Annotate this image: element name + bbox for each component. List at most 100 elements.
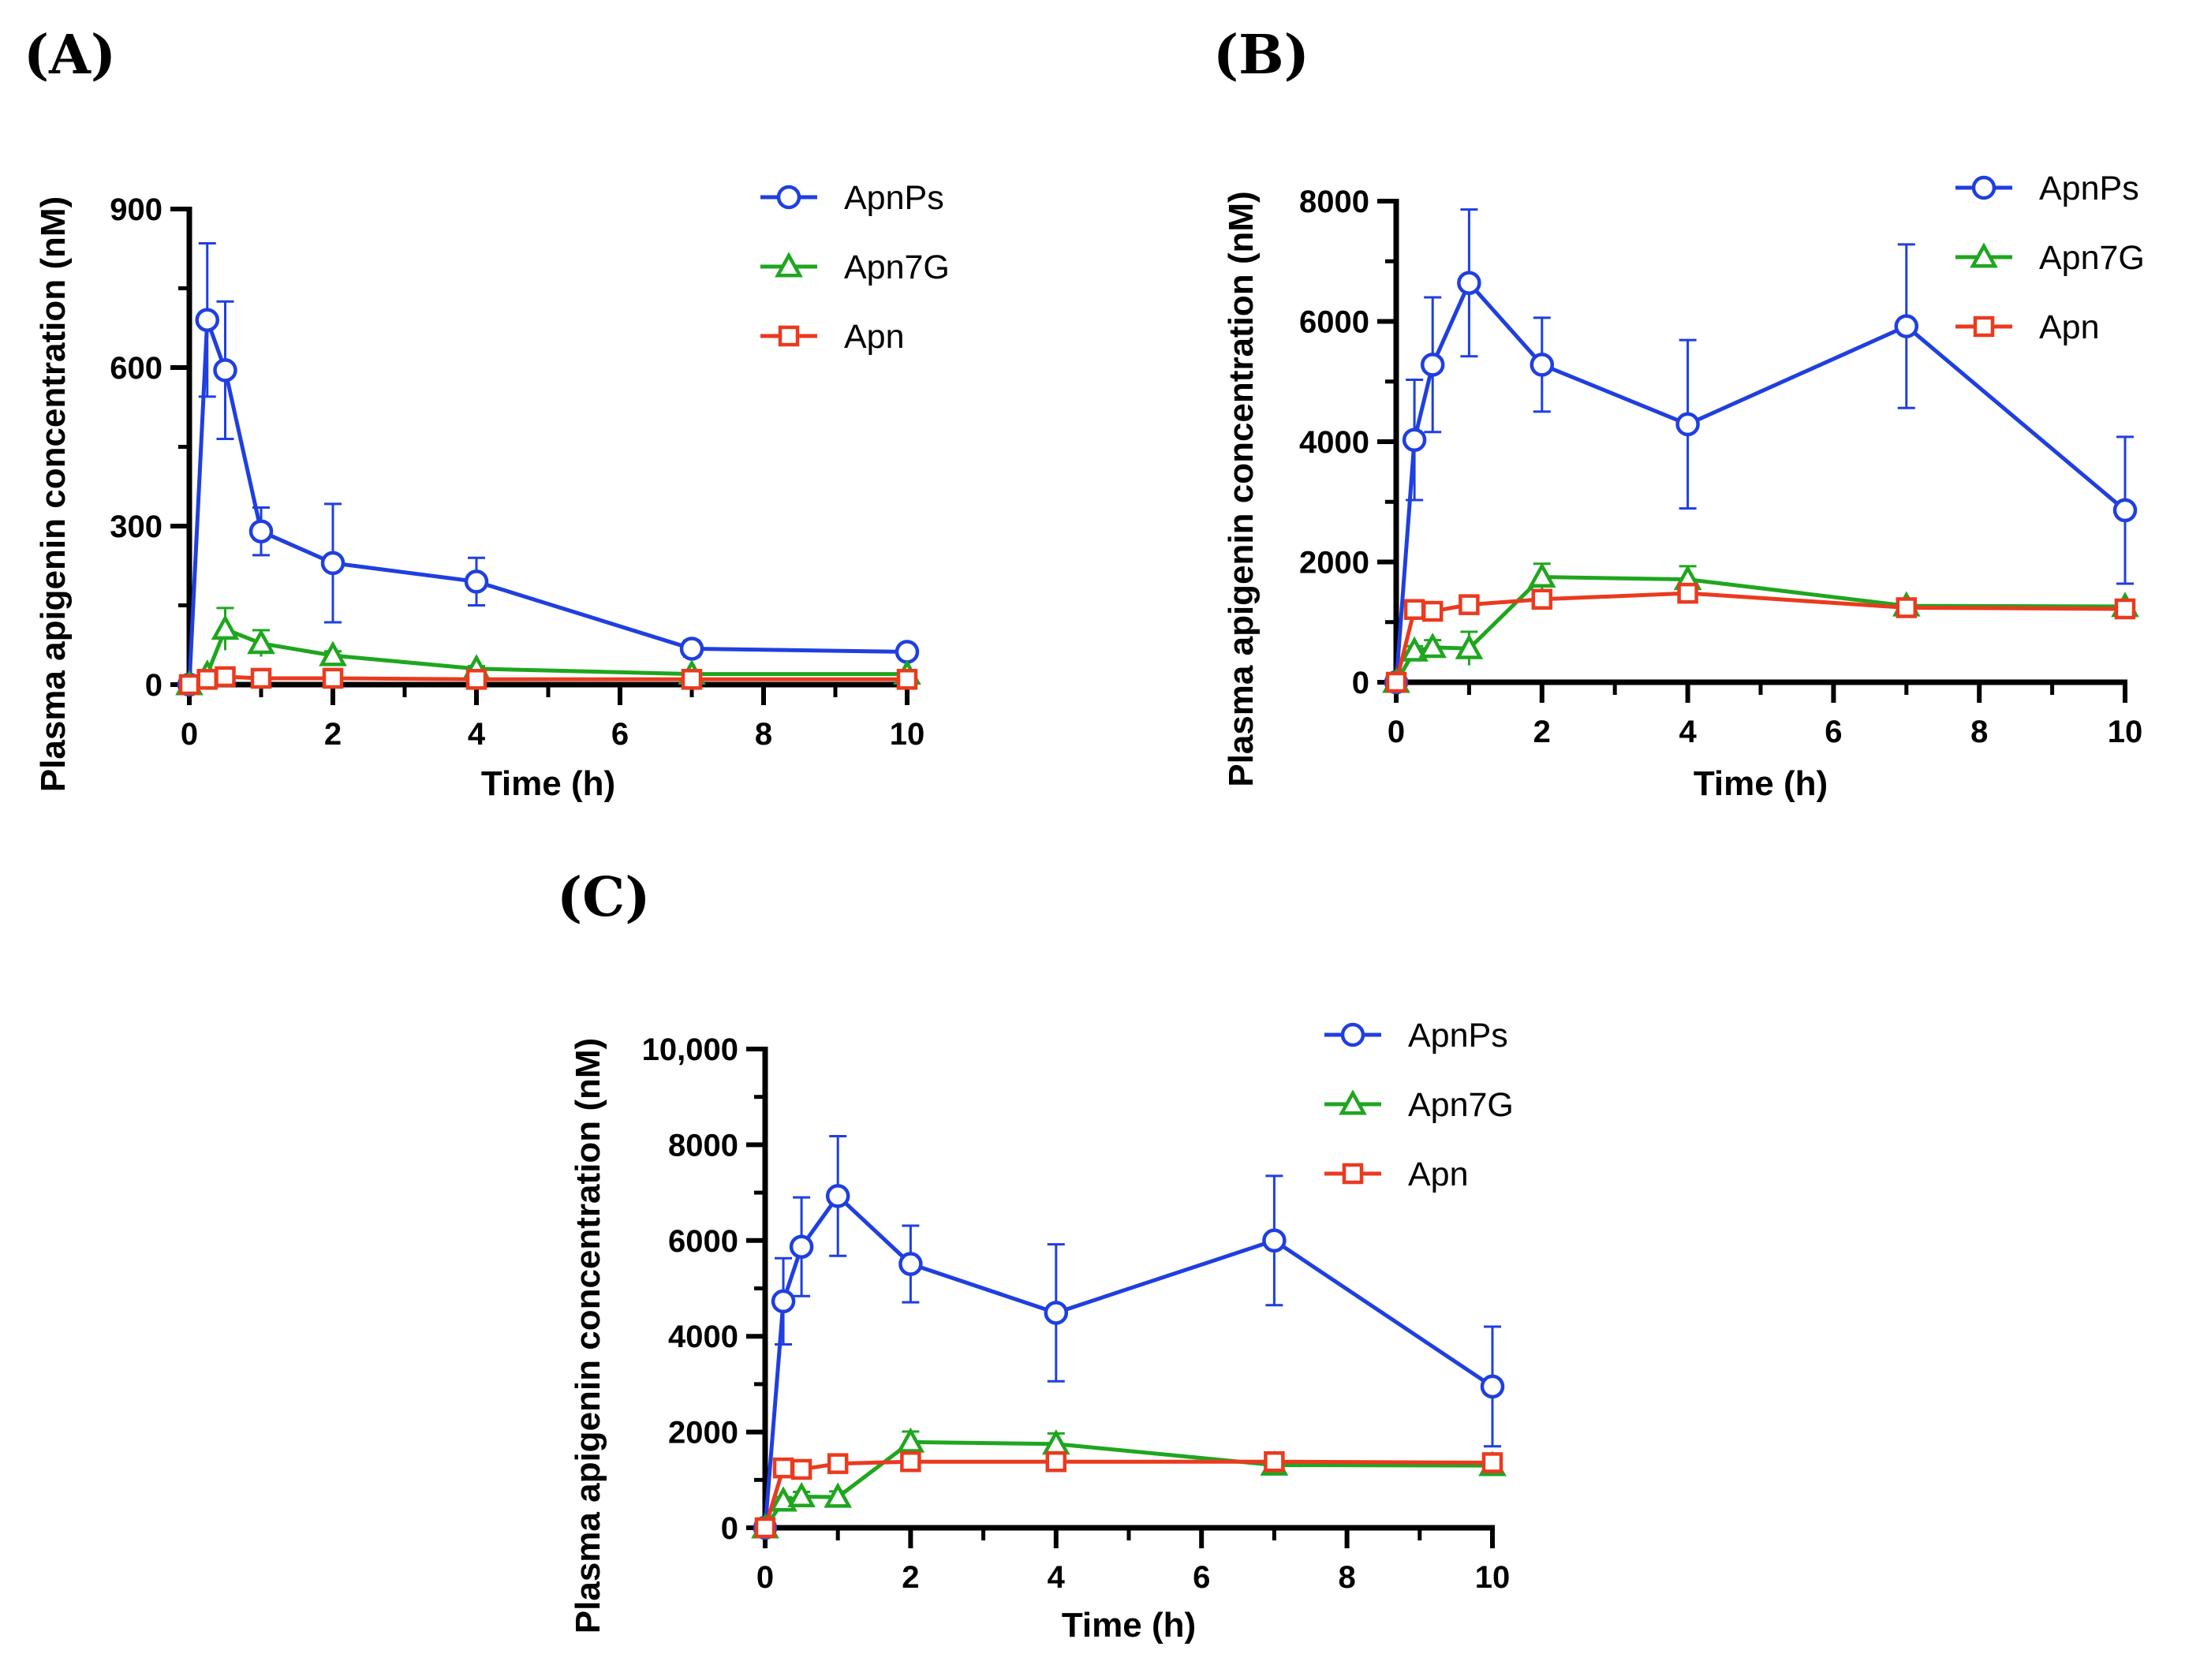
legend-item-apnps: ApnPs xyxy=(1955,170,2139,207)
data-point xyxy=(1455,633,1484,659)
series-line xyxy=(1394,591,2126,683)
data-point xyxy=(754,1517,776,1539)
legend-swatch-marker xyxy=(1342,1163,1364,1185)
y-axis-title: Plasma apigenin concentration (nM) xyxy=(569,1038,607,1633)
y-tick-label: 2000 xyxy=(1299,546,1369,581)
data-point xyxy=(1044,1301,1069,1325)
legend-label: ApnPs xyxy=(1408,1017,1508,1055)
panel-label-a: (A) xyxy=(24,24,117,87)
data-point xyxy=(898,1252,923,1276)
legend-swatch-marker xyxy=(1340,1022,1365,1047)
y-tick-label: 8000 xyxy=(1299,185,1369,219)
legend-item-apnps: ApnPs xyxy=(760,179,944,217)
series-line xyxy=(188,627,907,687)
legend-swatch-marker xyxy=(1971,175,1996,200)
legend-swatch-marker xyxy=(776,185,801,210)
x-tick-label: 2 xyxy=(1533,715,1551,749)
y-axis-title: Plasma apigenin concentration (nM) xyxy=(1222,191,1261,786)
series-line xyxy=(1394,281,2127,683)
x-tick-label: 8 xyxy=(755,717,772,752)
data-point xyxy=(895,640,920,664)
data-point xyxy=(1403,599,1425,620)
data-point xyxy=(465,669,487,690)
data-point xyxy=(1262,1228,1287,1253)
legend-label: Apn xyxy=(2039,308,2100,346)
x-tick-label: 10 xyxy=(1475,1560,1511,1595)
legend-label: Apn xyxy=(1408,1155,1469,1193)
data-point xyxy=(681,669,703,690)
chart-b: 0 2000 4000 6000 8000 0 2 4 6 8 10 Time (h) Plasma a… xyxy=(1222,170,2145,803)
legend-item-apn7g: Apn7G xyxy=(1324,1086,1514,1124)
series-apn xyxy=(178,666,918,696)
legend-item-apn: Apn xyxy=(760,318,905,356)
data-point xyxy=(1420,353,1445,377)
y-tick-label: 4000 xyxy=(668,1320,738,1354)
y-tick-label: 900 xyxy=(110,192,162,227)
data-point xyxy=(1459,594,1480,615)
x-tick-label: 6 xyxy=(1825,715,1842,749)
data-point xyxy=(1531,588,1553,610)
data-point xyxy=(1045,1450,1067,1473)
legend-label: Apn7G xyxy=(1408,1086,1514,1124)
series-apnps xyxy=(753,1134,1505,1540)
y-tick-label: 0 xyxy=(721,1511,738,1546)
x-tick-label: 4 xyxy=(1679,715,1697,749)
data-point xyxy=(1480,1374,1505,1399)
legend-label: Apn xyxy=(844,318,905,356)
y-tick-label: 300 xyxy=(110,510,162,544)
data-point xyxy=(322,667,344,689)
series-apn7g xyxy=(1382,562,2139,693)
y-tick-label: 4000 xyxy=(1299,425,1369,460)
data-point xyxy=(1481,1452,1503,1473)
data-point xyxy=(2112,498,2138,523)
legend-swatch-marker xyxy=(1970,242,1998,268)
x-axis-title: Time (h) xyxy=(1062,1606,1196,1645)
data-point xyxy=(178,674,200,696)
data-point xyxy=(1457,271,1481,295)
x-tick-label: 0 xyxy=(1388,715,1405,749)
legend-label: ApnPs xyxy=(844,179,944,217)
x-tick-label: 2 xyxy=(902,1560,919,1595)
x-tick-label: 8 xyxy=(1970,715,1988,749)
panel-label-c: (C) xyxy=(557,866,651,929)
series-apn xyxy=(754,1450,1503,1539)
legend-item-apn: Apn xyxy=(1955,308,2100,346)
x-tick-label: 10 xyxy=(890,717,925,752)
y-tick-label: 600 xyxy=(110,351,162,386)
x-tick-label: 2 xyxy=(324,717,342,752)
data-point xyxy=(1677,582,1698,604)
data-point xyxy=(211,614,240,640)
data-point xyxy=(896,669,918,690)
data-point xyxy=(789,1234,814,1259)
chart-a: 0 300 600 900 0 2 4 6 8 10 Time (h) Plasma apigenin… xyxy=(34,179,950,803)
x-tick-label: 4 xyxy=(468,717,486,752)
legend-swatch-marker xyxy=(778,325,800,347)
legend-label: Apn7G xyxy=(844,248,950,286)
series-line xyxy=(763,1193,1494,1529)
data-point xyxy=(196,669,218,690)
series-line xyxy=(1394,575,2126,684)
data-point xyxy=(320,551,346,576)
data-point xyxy=(771,1289,796,1314)
y-tick-label: 6000 xyxy=(1299,305,1369,340)
legend-label: ApnPs xyxy=(2039,170,2139,207)
series-apnps xyxy=(177,242,920,697)
data-point xyxy=(827,1453,849,1474)
data-point xyxy=(1264,1450,1285,1473)
data-point xyxy=(896,1427,925,1453)
data-point xyxy=(319,640,347,666)
data-point xyxy=(679,637,704,661)
data-point xyxy=(215,666,236,688)
y-tick-label: 10,000 xyxy=(642,1032,738,1067)
legend-item-apnps: ApnPs xyxy=(1324,1017,1508,1055)
data-point xyxy=(824,1482,853,1508)
legend-label: Apn7G xyxy=(2039,239,2145,277)
y-tick-label: 2000 xyxy=(668,1416,738,1450)
data-point xyxy=(1530,353,1555,377)
data-point xyxy=(772,1457,794,1479)
legend-item-apn: Apn xyxy=(1324,1155,1469,1193)
data-point xyxy=(2114,598,2136,620)
data-point xyxy=(1400,636,1429,662)
x-tick-label: 10 xyxy=(2108,715,2143,749)
